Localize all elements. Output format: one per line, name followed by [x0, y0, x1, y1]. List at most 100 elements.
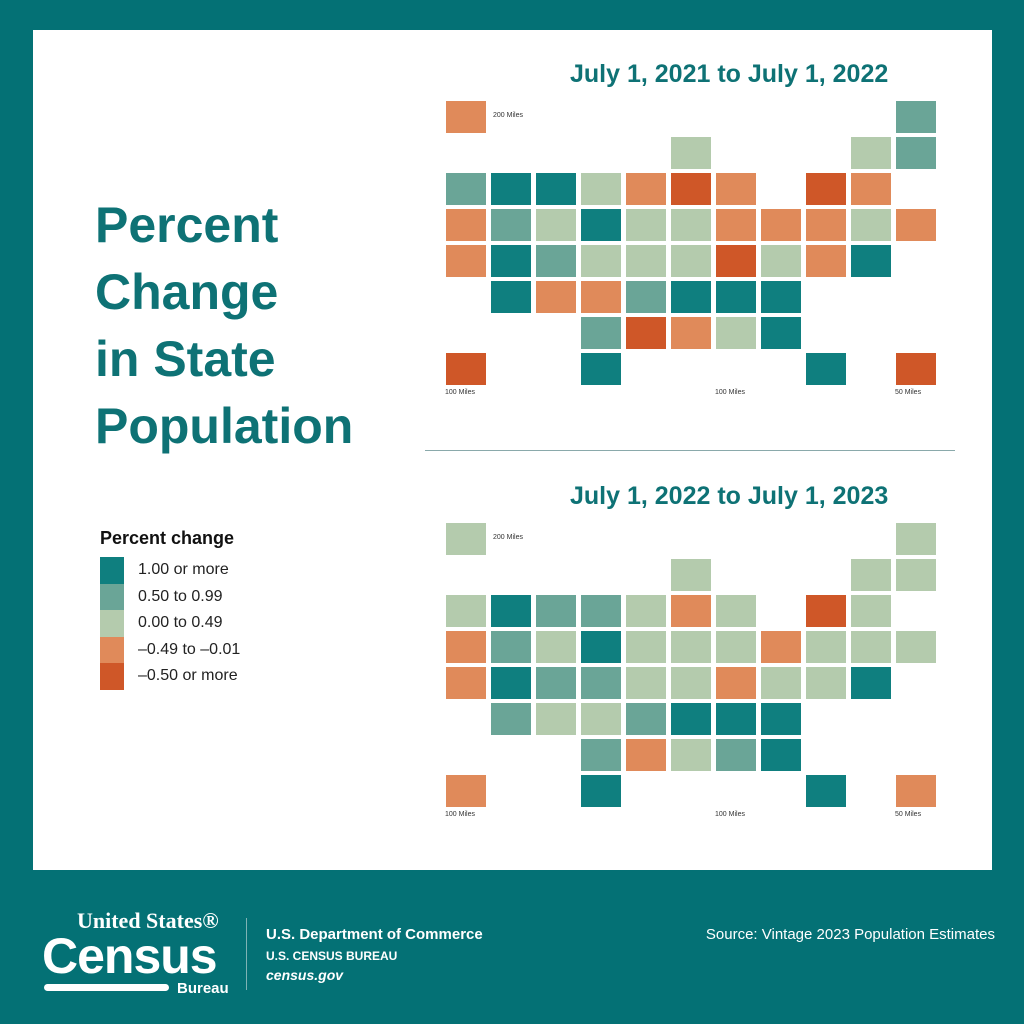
scale-bar-label: 200 Miles	[493, 534, 523, 541]
state-fl	[805, 352, 847, 386]
footer-separator	[246, 918, 247, 990]
state-wi	[670, 136, 712, 170]
state-vt	[850, 558, 892, 592]
state-pa	[760, 630, 802, 664]
state-nm	[535, 280, 577, 314]
state-or	[445, 208, 487, 242]
state-ar	[625, 702, 667, 736]
state-ny	[805, 172, 847, 206]
scale-bar-label: 100 Miles	[715, 811, 745, 818]
scale-bar-label: 100 Miles	[445, 389, 475, 396]
legend: Percent change 1.00 or more 0.50 to 0.99 0…	[100, 528, 240, 690]
state-wa	[445, 594, 487, 628]
state-me	[895, 522, 937, 556]
state-nh	[895, 136, 937, 170]
legend-swatch	[100, 663, 124, 690]
state-tn	[670, 280, 712, 314]
state-ia	[625, 630, 667, 664]
state-ky	[670, 666, 712, 700]
state-ms	[670, 738, 712, 772]
state-mt	[535, 594, 577, 628]
state-ut	[490, 666, 532, 700]
legend-label: 0.00 to 0.49	[138, 614, 223, 632]
state-mt	[535, 172, 577, 206]
scale-bar-label: 50 Miles	[895, 811, 922, 818]
logo-text-main: Census	[42, 928, 218, 984]
scale-bar-label: 100 Miles	[445, 811, 475, 818]
legend-item: –0.50 or more	[100, 663, 240, 690]
bureau-name: U.S. CENSUS BUREAU	[266, 949, 398, 963]
state-de	[850, 666, 892, 700]
state-tn	[670, 702, 712, 736]
state-tx	[580, 774, 622, 808]
legend-item: 0.00 to 0.49	[100, 610, 240, 637]
state-ri	[895, 630, 937, 664]
state-wi	[670, 558, 712, 592]
state-mn	[625, 172, 667, 206]
state-ca	[445, 244, 487, 278]
state-ri	[895, 208, 937, 242]
state-ma	[850, 172, 892, 206]
state-ut	[490, 244, 532, 278]
state-nv	[490, 630, 532, 664]
census-logo[interactable]: United States® Census Bureau	[42, 910, 242, 1000]
divider	[425, 450, 955, 451]
state-la	[625, 316, 667, 350]
website-link[interactable]: census.gov	[266, 967, 344, 983]
state-wy	[535, 208, 577, 242]
state-ak	[445, 100, 487, 134]
state-ny	[805, 594, 847, 628]
department-name: U.S. Department of Commerce	[266, 926, 483, 943]
state-oh	[715, 208, 757, 242]
state-fl	[805, 774, 847, 808]
page-title: Percent Change in State Population	[95, 192, 353, 460]
state-hi	[445, 352, 487, 386]
state-sc	[760, 702, 802, 736]
state-nj	[805, 208, 847, 242]
legend-item: 1.00 or more	[100, 557, 240, 584]
scale-bar-label: 100 Miles	[715, 389, 745, 396]
map-title-2022: July 1, 2021 to July 1, 2022	[570, 60, 889, 88]
state-az	[490, 280, 532, 314]
legend-label: –0.50 or more	[138, 667, 238, 685]
state-ma	[850, 594, 892, 628]
state-wy	[535, 630, 577, 664]
state-ks	[580, 280, 622, 314]
state-mn	[625, 594, 667, 628]
state-oh	[715, 630, 757, 664]
scale-bar-label: 200 Miles	[493, 112, 523, 119]
state-mi	[715, 172, 757, 206]
legend-swatch	[100, 557, 124, 584]
state-wa	[445, 172, 487, 206]
state-nh	[895, 558, 937, 592]
logo-text-bottom: Bureau	[177, 980, 229, 997]
state-co	[535, 666, 577, 700]
state-in	[670, 630, 712, 664]
department-info: U.S. Department of Commerce U.S. CENSUS …	[266, 926, 483, 983]
state-mo	[625, 244, 667, 278]
legend-item: –0.49 to –0.01	[100, 636, 240, 663]
state-va	[760, 666, 802, 700]
legend-swatch	[100, 636, 124, 663]
state-wv	[715, 244, 757, 278]
state-nj	[805, 630, 847, 664]
state-va	[760, 244, 802, 278]
state-il	[670, 172, 712, 206]
state-pr	[895, 352, 937, 386]
map-2022-2023: 200 Miles 100 Miles 100 Miles 50 Miles	[445, 522, 945, 822]
state-ms	[670, 316, 712, 350]
legend-swatch	[100, 610, 124, 637]
state-ga	[760, 738, 802, 772]
state-ga	[760, 316, 802, 350]
state-nc	[715, 702, 757, 736]
state-ak	[445, 522, 487, 556]
state-id	[490, 172, 532, 206]
state-ne	[580, 244, 622, 278]
state-sd	[580, 630, 622, 664]
map-title-2023: July 1, 2022 to July 1, 2023	[570, 482, 889, 510]
state-tx	[580, 352, 622, 386]
scale-bar-label: 50 Miles	[895, 389, 922, 396]
state-il	[670, 594, 712, 628]
state-ok	[580, 738, 622, 772]
state-ks	[580, 702, 622, 736]
